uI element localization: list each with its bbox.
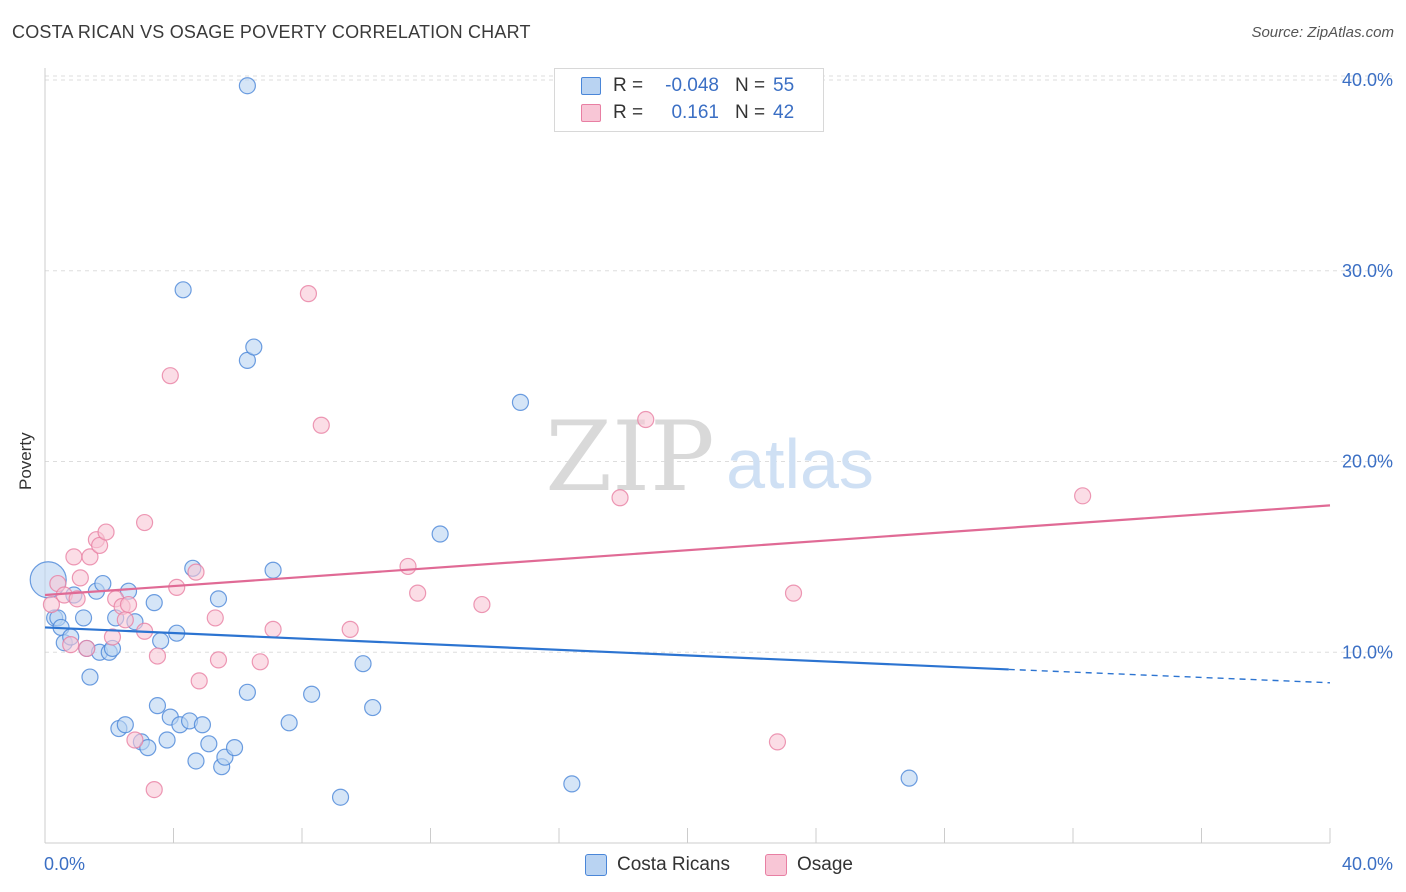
watermark-zip: ZIP <box>545 401 714 513</box>
stats-swatch-blue <box>581 77 601 95</box>
data-point-osage <box>168 578 186 596</box>
y-tick-label: 10.0% <box>1342 642 1393 662</box>
data-point-osage <box>341 620 359 638</box>
data-point-osage <box>251 653 269 671</box>
data-point-osage <box>116 611 134 629</box>
legend-swatch-blue <box>585 854 607 876</box>
stats-n-value: 42 <box>773 102 795 123</box>
trend-line-costa-ricans <box>44 626 1009 671</box>
trend-layer <box>44 504 1331 684</box>
data-point-costa-rican <box>174 281 192 299</box>
stats-r-value: -0.048 <box>665 75 719 96</box>
watermark-atlas: atlas <box>726 425 874 503</box>
stats-r-label: R = <box>613 75 644 96</box>
data-point-osage <box>145 780 163 799</box>
data-point-costa-rican <box>81 668 99 686</box>
data-point-costa-rican <box>74 609 93 627</box>
data-point-costa-rican <box>238 683 256 701</box>
data-point-costa-rican <box>148 697 167 715</box>
data-point-costa-rican <box>94 574 112 593</box>
watermark: ZIP atlas <box>545 401 874 513</box>
data-point-osage <box>1074 487 1092 505</box>
data-point-osage <box>299 285 318 303</box>
data-point-osage <box>264 620 282 638</box>
y-tick-label: 20.0% <box>1342 452 1393 472</box>
data-point-costa-rican <box>245 338 263 356</box>
data-point-osage <box>784 584 803 602</box>
data-point-costa-rican <box>354 655 372 673</box>
stats-r-label: R = <box>613 102 644 123</box>
x-tick-label: 0.0% <box>44 854 85 874</box>
data-point-osage <box>409 584 427 602</box>
data-point-osage <box>81 548 99 566</box>
data-point-osage <box>78 639 96 658</box>
data-point-costa-rican <box>563 775 581 793</box>
data-point-costa-rican <box>331 788 350 806</box>
stats-box: R = -0.048 N = 55 R = 0.161 N = 42 <box>554 68 824 132</box>
chart-title: COSTA RICAN VS OSAGE POVERTY CORRELATION… <box>12 22 531 42</box>
tick-labels: 10.0% 20.0% 30.0% 40.0% 0.0% 40.0% <box>44 70 1393 874</box>
data-point-costa-rican <box>264 561 282 579</box>
data-point-costa-rican <box>209 590 228 608</box>
data-point-osage <box>62 636 80 654</box>
data-point-costa-rican <box>116 716 134 734</box>
data-point-osage <box>65 548 83 566</box>
legend-swatch-pink <box>765 854 787 876</box>
stats-r-value: 0.161 <box>671 102 719 123</box>
data-point-osage <box>126 731 144 749</box>
data-point-costa-rican <box>158 731 176 749</box>
data-point-osage <box>68 590 86 608</box>
data-point-osage <box>103 628 122 646</box>
stats-n-label: N = <box>735 75 766 96</box>
data-point-costa-rican <box>238 77 256 95</box>
y-tick-label: 30.0% <box>1342 261 1393 281</box>
data-point-costa-rican <box>280 714 298 732</box>
stats-n-value: 55 <box>773 75 795 96</box>
data-point-osage <box>312 416 330 434</box>
data-point-osage <box>768 733 787 751</box>
y-tick-label: 40.0% <box>1342 70 1393 90</box>
x-tick-label: 40.0% <box>1342 854 1393 874</box>
data-point-costa-rican <box>431 525 449 543</box>
data-point-osage <box>161 367 179 385</box>
data-point-costa-rican <box>303 685 321 703</box>
data-point-costa-rican <box>152 632 170 650</box>
legend-label: Osage <box>797 854 853 875</box>
data-point-osage <box>637 410 655 429</box>
legend-label: Costa Ricans <box>617 854 730 875</box>
legend: Costa Ricans Osage <box>0 852 1406 878</box>
data-point-osage <box>148 647 167 665</box>
data-point-costa-rican <box>145 594 163 612</box>
data-point-costa-rican <box>364 698 382 717</box>
data-point-costa-rican <box>900 769 918 787</box>
trend-line-extension-costa-ricans <box>1008 668 1331 684</box>
data-point-osage <box>187 563 205 581</box>
data-point-costa-rican <box>225 739 244 757</box>
data-point-costa-rican <box>511 393 530 411</box>
trend-line-osage <box>44 504 1331 597</box>
data-point-osage <box>97 523 115 541</box>
data-point-osage <box>42 595 61 614</box>
axis-layer <box>44 68 1331 844</box>
data-point-costa-rican <box>193 716 212 734</box>
data-point-osage <box>190 672 208 690</box>
data-point-osage <box>209 651 228 669</box>
data-point-osage <box>473 595 491 614</box>
data-point-osage <box>135 513 154 532</box>
data-point-osage <box>399 557 417 576</box>
data-point-osage <box>206 609 224 627</box>
data-point-costa-rican <box>187 752 205 770</box>
data-point-costa-rican <box>200 735 218 753</box>
points-layer <box>29 77 1092 806</box>
data-point-osage <box>611 489 629 507</box>
data-point-osage <box>119 595 138 614</box>
data-point-osage <box>71 569 89 587</box>
data-point-costa-rican <box>139 739 157 757</box>
stats-swatch-pink <box>581 104 601 122</box>
stats-n-label: N = <box>735 102 766 123</box>
source-note: Source: ZipAtlas.com <box>1251 24 1394 41</box>
